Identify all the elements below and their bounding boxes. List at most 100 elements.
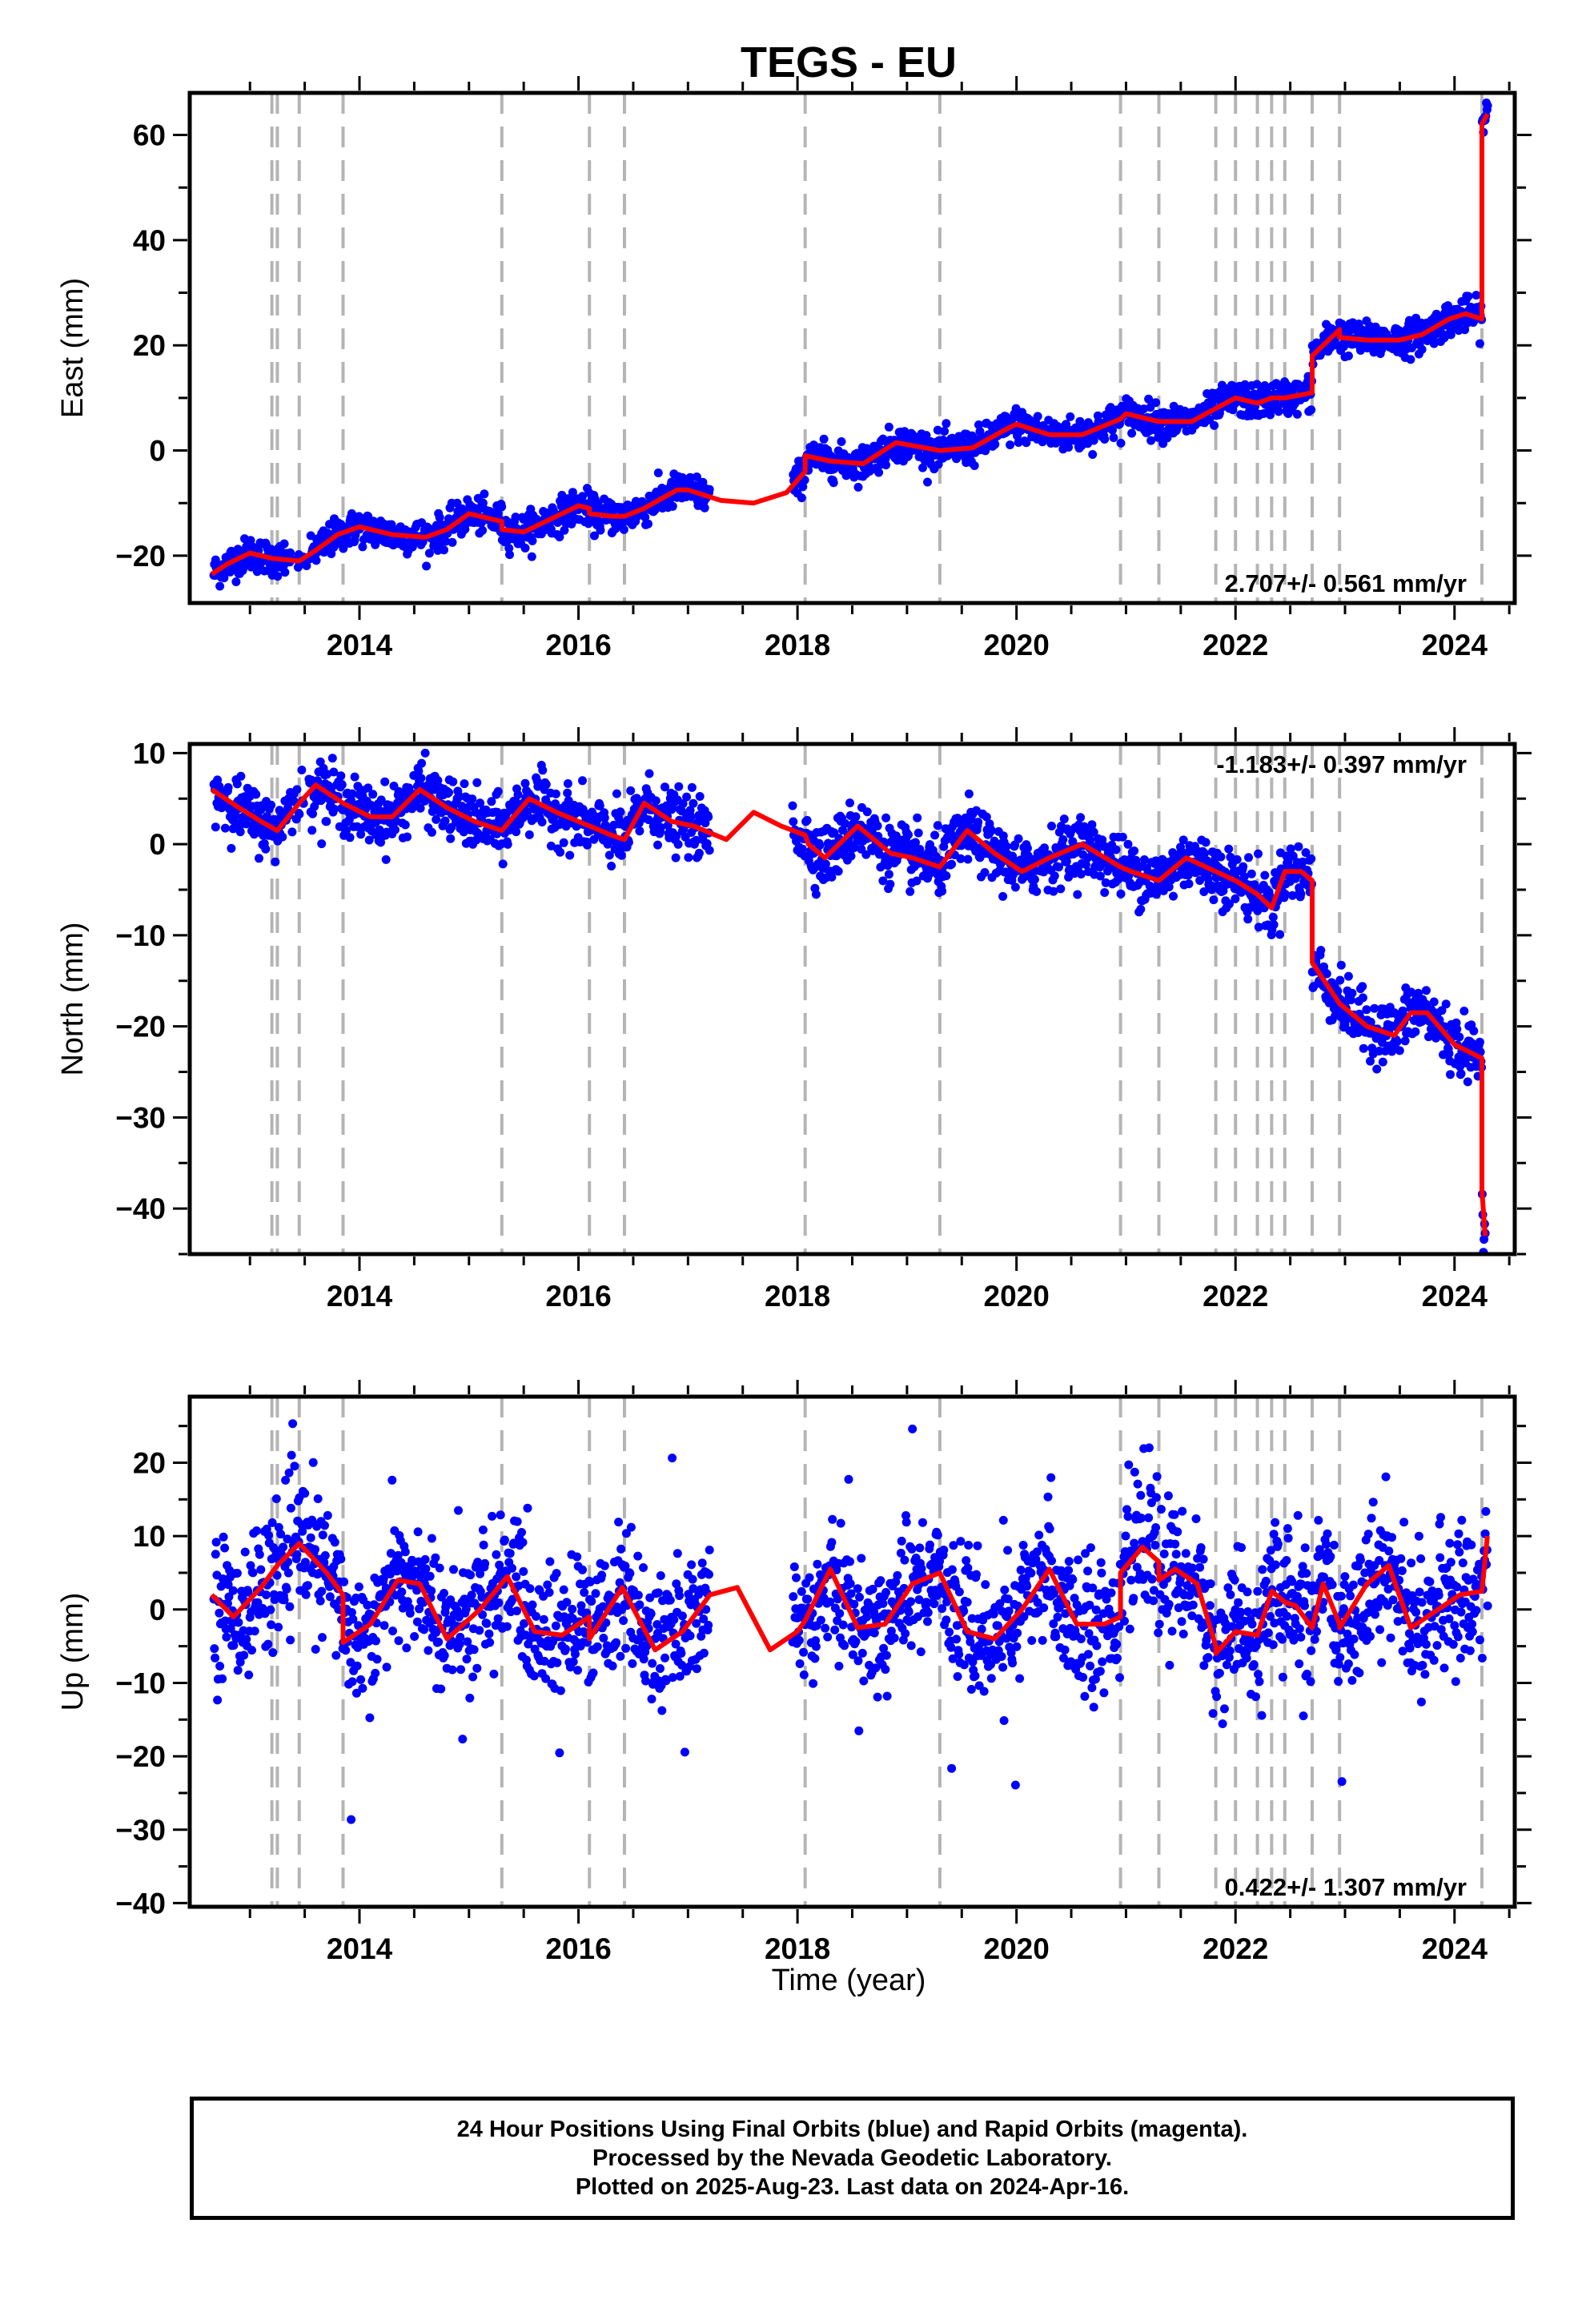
- model-fit-line: [210, 112, 1490, 577]
- observation-point: [653, 840, 662, 850]
- observation-point: [364, 835, 374, 845]
- observation-point: [608, 1661, 617, 1671]
- observation-point: [1301, 848, 1311, 858]
- observation-point: [671, 1639, 681, 1649]
- observation-point: [559, 838, 568, 847]
- observation-point: [234, 1618, 243, 1627]
- observation-point: [563, 779, 572, 788]
- observation-point: [1100, 435, 1110, 444]
- y-tick-label: −10: [115, 919, 166, 952]
- observation-point: [1346, 995, 1355, 1005]
- observation-point: [376, 795, 386, 805]
- observation-point: [559, 1585, 568, 1594]
- observation-point: [1106, 403, 1115, 412]
- observation-point: [372, 1655, 382, 1664]
- observation-point: [266, 1605, 275, 1614]
- observation-point: [336, 771, 346, 781]
- observation-point: [283, 803, 293, 813]
- observation-point: [511, 513, 520, 522]
- x-tick-label: 2014: [327, 629, 393, 661]
- observation-point: [1444, 1049, 1454, 1059]
- observation-point: [290, 1462, 299, 1471]
- observation-point: [402, 1643, 412, 1653]
- observation-point: [704, 812, 713, 822]
- observation-point: [797, 493, 806, 503]
- observation-point: [639, 1655, 648, 1664]
- observation-point: [1286, 844, 1295, 854]
- observation-point: [285, 1602, 295, 1611]
- observation-point: [1184, 879, 1194, 889]
- observation-point: [653, 1628, 662, 1638]
- observation-point: [284, 1468, 294, 1478]
- observation-point: [455, 1639, 464, 1649]
- observation-point: [669, 1615, 679, 1624]
- observation-point: [432, 814, 441, 824]
- observation-point: [653, 1588, 663, 1598]
- observation-point: [489, 1669, 499, 1679]
- observation-point: [220, 823, 230, 833]
- observation-point: [213, 1695, 223, 1705]
- observation-point: [563, 788, 572, 798]
- y-tick-label: 60: [133, 119, 166, 152]
- observation-point: [1464, 292, 1473, 301]
- observation-point: [792, 1573, 801, 1582]
- observation-point: [311, 1545, 319, 1554]
- observation-point: [386, 1570, 395, 1579]
- observation-point: [397, 1587, 407, 1597]
- observation-point: [252, 1526, 261, 1535]
- x-tick-label: 2024: [1422, 629, 1488, 661]
- observation-point: [974, 818, 983, 827]
- observation-point: [590, 531, 599, 541]
- observation-point: [1400, 1036, 1410, 1046]
- observation-point: [1088, 450, 1098, 459]
- observation-point: [675, 1671, 685, 1681]
- observation-point: [434, 1637, 444, 1647]
- observation-point: [287, 827, 297, 837]
- observation-point: [568, 1604, 577, 1614]
- observation-point: [508, 1563, 516, 1573]
- observation-point: [1343, 351, 1353, 360]
- observation-point: [1469, 1026, 1479, 1035]
- observation-point: [677, 1649, 686, 1658]
- observation-point: [508, 1594, 517, 1604]
- observation-point: [600, 1561, 609, 1570]
- observation-point: [436, 1684, 446, 1694]
- observation-point: [325, 1592, 335, 1602]
- y-tick-label: 10: [133, 737, 166, 770]
- observation-point: [853, 482, 863, 492]
- observation-point: [339, 1577, 349, 1586]
- observation-point: [578, 492, 587, 501]
- observation-point: [604, 850, 614, 860]
- observation-point: [619, 525, 628, 534]
- observation-point: [287, 1450, 296, 1460]
- observation-point: [504, 544, 514, 553]
- observation-point: [286, 1503, 295, 1513]
- observation-point: [815, 841, 825, 850]
- observation-point: [612, 789, 621, 798]
- observation-point: [371, 1636, 380, 1646]
- y-tick-label: −20: [115, 540, 166, 573]
- observation-point: [568, 1657, 578, 1667]
- observation-point: [841, 818, 849, 828]
- observation-point: [668, 501, 677, 511]
- observation-point: [268, 1648, 278, 1658]
- observation-point: [1359, 1043, 1368, 1053]
- observation-point: [874, 850, 884, 859]
- observation-point: [986, 826, 996, 835]
- observation-point: [236, 771, 246, 781]
- observation-point: [1362, 1005, 1371, 1015]
- observation-point: [449, 1565, 458, 1574]
- observation-point: [541, 1674, 551, 1683]
- observation-point: [641, 1676, 650, 1686]
- observation-point: [688, 1574, 697, 1584]
- observation-point: [964, 789, 974, 798]
- observation-point: [292, 1550, 302, 1559]
- observation-point: [551, 789, 560, 798]
- observation-point: [1062, 420, 1071, 429]
- observation-point: [517, 1528, 526, 1537]
- y-tick-label: −20: [115, 1011, 166, 1043]
- observation-point: [211, 1538, 221, 1547]
- observation-point: [262, 1590, 271, 1599]
